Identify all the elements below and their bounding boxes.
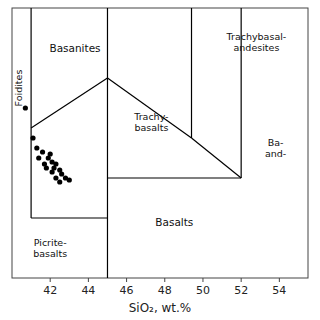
- data-point: [57, 179, 62, 184]
- data-point: [30, 135, 35, 140]
- field-label: Trachybasal-andesites: [226, 31, 287, 53]
- plot-area: [23, 8, 241, 278]
- field-label: Basalts: [155, 216, 193, 228]
- boundary-line: [31, 217, 107, 218]
- x-tick-label: 48: [158, 284, 172, 297]
- field-label: Foidites: [13, 70, 24, 107]
- x-tick-label: 46: [120, 284, 134, 297]
- x-tick-label: 42: [43, 284, 57, 297]
- x-tick-label: 44: [81, 284, 95, 297]
- boundary-line: [191, 8, 192, 138]
- x-tick: [126, 278, 127, 282]
- field-label: Trachy-basalts: [133, 111, 168, 133]
- data-point: [34, 145, 39, 150]
- data-point: [53, 175, 58, 180]
- x-axis-label: SiO₂, wt.%: [129, 301, 192, 315]
- x-tick-label: 52: [234, 284, 248, 297]
- boundary-line: [107, 78, 191, 138]
- data-point: [67, 177, 72, 182]
- plot-frame: [12, 8, 308, 278]
- x-tick: [164, 278, 165, 282]
- data-point: [53, 161, 58, 166]
- data-point: [36, 155, 41, 160]
- field-label: Basanites: [49, 42, 100, 54]
- boundary-line: [192, 138, 242, 178]
- x-tick: [50, 278, 51, 282]
- data-point: [40, 149, 45, 154]
- x-tick: [202, 278, 203, 282]
- data-point: [48, 151, 53, 156]
- boundary-line: [107, 177, 241, 178]
- x-tick: [241, 278, 242, 282]
- boundary-line: [31, 78, 107, 128]
- field-label: Picrite-basalts: [33, 237, 67, 259]
- field-label: Ba-and-: [265, 137, 286, 159]
- boundary-line: [30, 8, 31, 218]
- chart: 42 44 46 48 50 52 54 SiO₂, wt.% Foidites Basanite…: [0, 0, 320, 320]
- data-point: [59, 171, 64, 176]
- x-tick: [88, 278, 89, 282]
- x-tick-label: 54: [272, 284, 286, 297]
- x-tick-label: 50: [196, 284, 210, 297]
- boundary-line: [107, 8, 108, 278]
- x-tick: [279, 278, 280, 282]
- data-point: [44, 165, 49, 170]
